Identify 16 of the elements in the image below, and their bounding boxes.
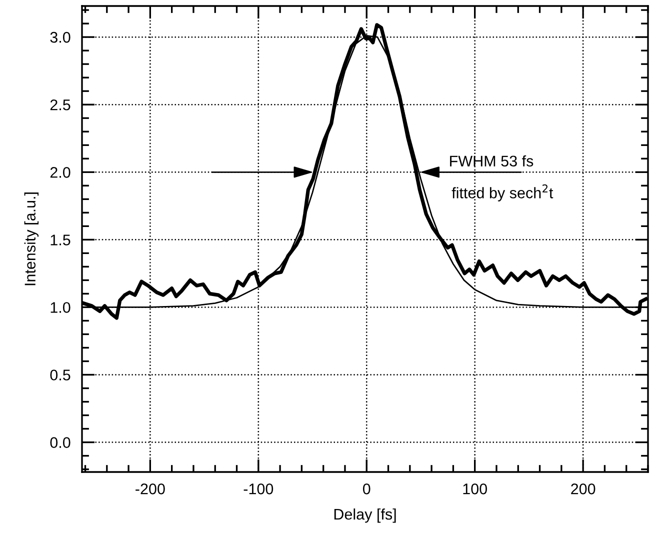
y-tick-label: 0.0 [50,437,70,448]
y-tick-label: 1.5 [50,234,70,246]
y-tick-label: 1.0 [50,302,70,313]
annotation: fitted by sech$^{2}$t [452,184,554,202]
y-tick-label: 2.5 [50,99,70,110]
y-tick-label: 3.0 [50,32,70,43]
x-tick-label: 200 [571,484,596,494]
x-axis-title: Delay [fs] [334,508,396,523]
x-tick-label: 100 [463,484,487,494]
y-tick-label: 2.0 [50,167,70,178]
x-tick-label: -200 [136,484,165,494]
x-tick-label: -100 [244,484,274,494]
x-tick-label: 0 [362,484,370,494]
y-tick-label: 0.5 [50,370,70,380]
y-axis-title: Intensity [a.u.] [24,192,39,286]
annotation: FWHM 53 fs [450,155,534,167]
